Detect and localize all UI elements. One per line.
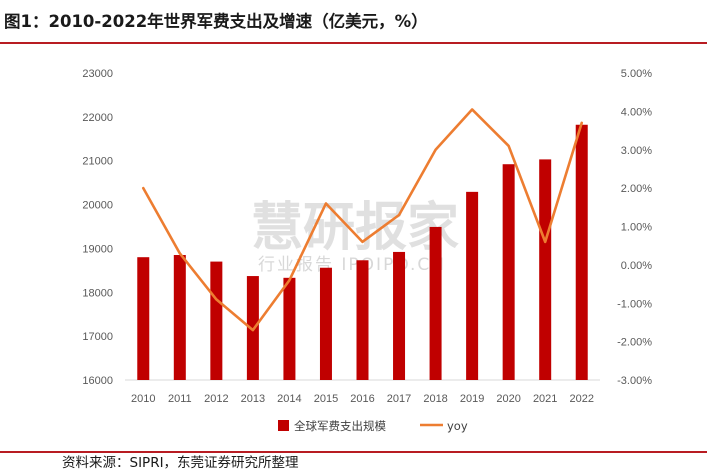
x-tick-label: 2012: [204, 393, 228, 405]
bar: [210, 261, 223, 380]
x-tick-label: 2022: [569, 393, 593, 405]
left-tick-label: 19000: [82, 243, 113, 255]
left-tick-label: 18000: [82, 287, 113, 299]
right-tick-label: 4.00%: [621, 106, 652, 118]
right-tick-label: 5.00%: [621, 68, 652, 80]
x-tick-label: 2020: [496, 393, 520, 405]
bar: [137, 257, 150, 380]
x-tick-label: 2015: [314, 393, 338, 405]
right-tick-label: 3.00%: [621, 145, 652, 157]
bar: [319, 267, 332, 380]
right-axis-ticks: -3.00% -2.00% -1.00% 0.00% 1.00% 2.00% 3.00% 4.…: [617, 68, 652, 387]
bar: [393, 251, 406, 380]
legend-swatch-bar: [278, 420, 289, 431]
left-tick-label: 21000: [82, 156, 113, 168]
bar: [466, 191, 479, 380]
title-rule: [0, 42, 707, 44]
bar-series: [137, 124, 588, 380]
x-tick-label: 2010: [131, 393, 155, 405]
legend: 全球军费支出规模 yoy: [278, 419, 468, 433]
x-tick-label: 2016: [350, 393, 374, 405]
right-tick-label: 2.00%: [621, 183, 652, 195]
left-tick-label: 23000: [82, 68, 113, 80]
bar: [502, 164, 515, 380]
x-tick-label: 2014: [277, 393, 301, 405]
bar: [356, 260, 369, 380]
right-tick-label: -2.00%: [617, 337, 652, 349]
bar: [575, 124, 588, 380]
left-axis-ticks: 16000 17000 18000 19000 20000 21000 22000 23000: [82, 68, 113, 387]
bar: [539, 159, 552, 380]
left-tick-label: 17000: [82, 331, 113, 343]
x-tick-label: 2011: [168, 393, 192, 405]
source-note: 资料来源：SIPRI，东莞证券研究所整理: [62, 455, 299, 471]
x-tick-label: 2017: [387, 393, 411, 405]
watermark-sub: 行业报告 IPOIPO.CN: [258, 255, 446, 275]
yoy-line: [141, 108, 584, 332]
bar: [173, 255, 186, 380]
x-tick-label: 2018: [423, 393, 447, 405]
left-tick-label: 20000: [82, 200, 113, 212]
x-tick-label: 2013: [241, 393, 265, 405]
bar: [283, 277, 296, 380]
legend-label-line: yoy: [447, 419, 468, 433]
source-rule: [0, 451, 707, 453]
legend-label-bar: 全球军费支出规模: [294, 419, 386, 433]
right-tick-label: 0.00%: [621, 260, 652, 272]
bar: [429, 226, 442, 380]
right-tick-label: 1.00%: [621, 222, 652, 234]
x-tick-label: 2019: [460, 393, 484, 405]
right-tick-label: -1.00%: [617, 298, 652, 310]
right-tick-label: -3.00%: [617, 375, 652, 387]
left-tick-label: 16000: [82, 375, 113, 387]
x-tick-label: 2021: [533, 393, 557, 405]
watermark-main: 慧研报家: [251, 198, 459, 258]
x-axis-ticks: 2010 2011 2012 2013 2014 2015 2016 2017 2018 2019…: [131, 393, 594, 405]
watermark: 慧研报家 行业报告 IPOIPO.CN: [251, 198, 459, 275]
figure-title: 图1：2010-2022年世界军费支出及增速（亿美元，%）: [4, 12, 428, 31]
left-tick-label: 22000: [82, 112, 113, 124]
line-series: [141, 108, 584, 332]
